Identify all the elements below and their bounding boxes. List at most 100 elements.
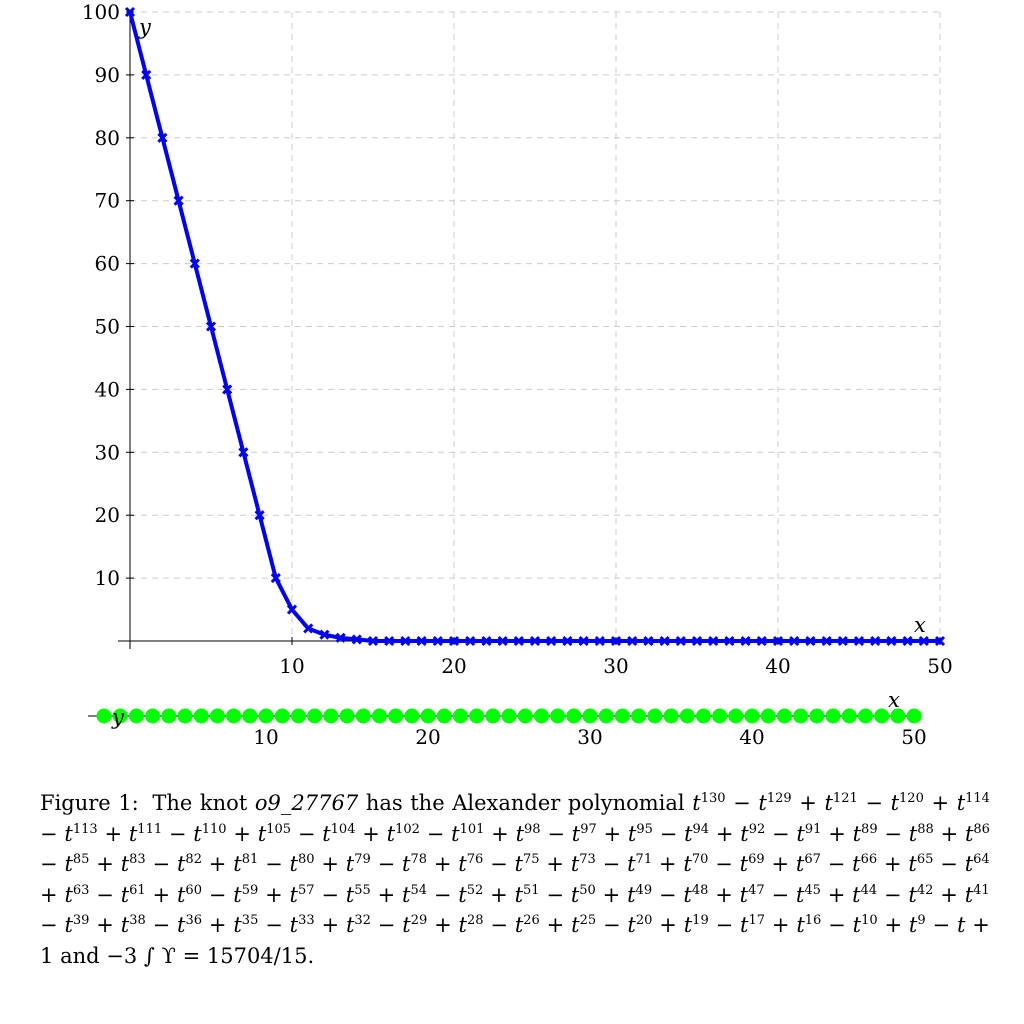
- data-point-marker: [254, 510, 265, 521]
- y-tick-label: 40: [95, 377, 120, 401]
- data-point-marker: [307, 708, 323, 724]
- data-point-marker: [760, 708, 776, 724]
- data-point-marker: [890, 708, 906, 724]
- data-point-marker: [708, 635, 719, 647]
- x-tick-label: 10: [253, 725, 278, 749]
- x-tick-label: 20: [441, 654, 466, 678]
- y-tick-label: 10: [95, 566, 120, 590]
- data-point-marker: [222, 384, 233, 395]
- data-point-marker: [485, 708, 501, 724]
- figure-caption: Figure 1: The knot o9_27767 has the Alex…: [40, 788, 990, 971]
- data-point-marker: [258, 708, 274, 724]
- y-tick-label: 70: [95, 189, 120, 213]
- data-point-marker: [598, 708, 614, 724]
- data-point-marker: [772, 635, 784, 647]
- data-point-marker: [469, 708, 485, 724]
- y-axis-label: y: [138, 15, 152, 39]
- data-point-marker: [744, 708, 760, 724]
- data-point-marker: [793, 708, 809, 724]
- data-point-marker: [420, 708, 436, 724]
- data-point-marker: [335, 632, 346, 643]
- data-point-marker: [870, 635, 881, 647]
- data-point-marker: [566, 708, 582, 724]
- data-point-marker: [351, 634, 362, 645]
- data-point-marker: [226, 708, 242, 724]
- data-point-marker: [161, 708, 177, 724]
- caption-knot-name: o9_27767: [254, 791, 359, 815]
- caption-poly-intro: has the Alexander polynomial: [365, 791, 685, 815]
- data-point-marker: [452, 708, 468, 724]
- data-point-marker: [631, 708, 647, 724]
- data-point-marker: [384, 635, 395, 647]
- y-tick-label: 100: [82, 0, 120, 24]
- data-point-marker: [432, 635, 443, 647]
- y-tick-label: 90: [95, 63, 120, 87]
- data-point-marker: [319, 629, 330, 640]
- data-point-marker: [886, 635, 897, 647]
- data-point-marker: [238, 447, 249, 458]
- data-point-marker: [128, 708, 144, 724]
- y-tick-label: 30: [95, 440, 120, 464]
- y-axis-label: y: [111, 705, 125, 729]
- data-point-marker: [853, 635, 865, 647]
- data-point-marker: [177, 708, 193, 724]
- data-point-marker: [141, 69, 152, 80]
- data-point-marker: [562, 635, 573, 647]
- data-point-marker: [582, 708, 598, 724]
- data-point-marker: [481, 635, 492, 647]
- x-tick-label: 30: [577, 725, 602, 749]
- data-point-marker: [388, 708, 404, 724]
- data-point-marker: [809, 708, 825, 724]
- data-point-marker: [675, 635, 686, 647]
- data-point-marker: [371, 708, 387, 724]
- data-point-marker: [614, 708, 630, 724]
- data-point-marker: [841, 708, 857, 724]
- data-point-marker: [647, 708, 663, 724]
- data-point-marker: [857, 708, 873, 724]
- caption-knot-intro: The knot: [152, 791, 248, 815]
- data-point-marker: [367, 635, 379, 647]
- data-point-marker: [691, 635, 703, 647]
- data-point-marker: [756, 635, 767, 647]
- data-point-marker: [189, 258, 200, 269]
- y-tick-label: 50: [95, 315, 120, 339]
- x-tick-label: 50: [901, 725, 926, 749]
- data-point-marker: [497, 635, 508, 647]
- data-point-marker: [918, 635, 929, 647]
- data-point-marker: [934, 635, 946, 647]
- data-point-marker: [157, 132, 168, 143]
- data-point-marker: [643, 635, 654, 647]
- data-point-marker: [416, 635, 427, 647]
- data-point-marker: [323, 708, 339, 724]
- data-point-marker: [724, 635, 735, 647]
- data-point-marker: [112, 708, 128, 724]
- data-point-marker: [906, 708, 922, 724]
- data-point-marker: [173, 195, 184, 206]
- caption-label: Figure 1:: [40, 791, 139, 815]
- caption-integral: −3 ∫ ϒ = 15704/15.: [106, 943, 315, 968]
- data-point-marker: [448, 635, 460, 647]
- x-tick-label: 40: [739, 725, 764, 749]
- data-point-marker: [145, 708, 161, 724]
- x-axis-label: x: [888, 688, 900, 712]
- data-point-marker: [578, 635, 589, 647]
- data-point-marker: [286, 604, 298, 615]
- data-point-marker: [663, 708, 679, 724]
- data-point-marker: [627, 635, 638, 647]
- data-point-marker: [513, 635, 524, 647]
- data-point-marker: [610, 635, 622, 647]
- x-axis-label: x: [914, 613, 926, 637]
- data-point-marker: [124, 6, 136, 18]
- data-point-marker: [205, 321, 217, 332]
- x-tick-label: 50: [927, 654, 952, 678]
- data-point-marker: [874, 708, 890, 724]
- y-tick-label: 80: [95, 126, 120, 150]
- figure-plots: 10 20 30 40 50 10 20 30 40 50 60 70 80 90 100 y x 10 20 30…: [82, 0, 953, 749]
- data-point-marker: [594, 635, 605, 647]
- data-point-marker: [825, 708, 841, 724]
- caption-and: and: [60, 943, 100, 968]
- data-point-marker: [355, 708, 371, 724]
- data-point-marker: [209, 708, 225, 724]
- data-point-marker: [465, 635, 476, 647]
- x-tick-label: 10: [279, 654, 304, 678]
